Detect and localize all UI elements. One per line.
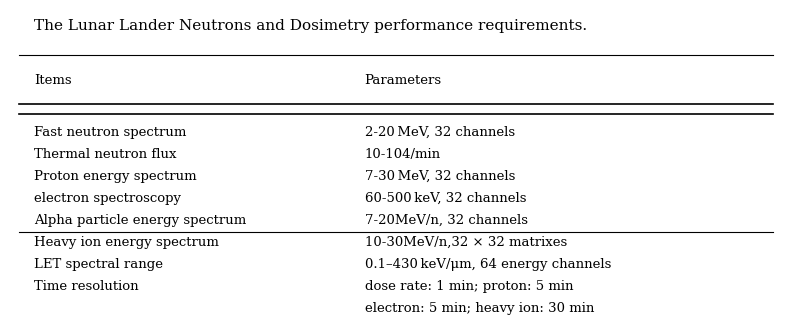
Text: Time resolution: Time resolution [34,280,139,292]
Text: 2-20 MeV, 32 channels: 2-20 MeV, 32 channels [364,126,515,139]
Text: electron spectroscopy: electron spectroscopy [34,192,181,205]
Text: Alpha particle energy spectrum: Alpha particle energy spectrum [34,214,246,227]
Text: 10-30MeV/n,32 × 32 matrixes: 10-30MeV/n,32 × 32 matrixes [364,236,567,249]
Text: 10-104/min: 10-104/min [364,148,440,161]
Text: dose rate: 1 min; proton: 5 min: dose rate: 1 min; proton: 5 min [364,280,573,292]
Text: Parameters: Parameters [364,74,442,87]
Text: Heavy ion energy spectrum: Heavy ion energy spectrum [34,236,219,249]
Text: electron: 5 min; heavy ion: 30 min: electron: 5 min; heavy ion: 30 min [364,301,594,315]
Text: Items: Items [34,74,72,87]
Text: 7-30 MeV, 32 channels: 7-30 MeV, 32 channels [364,170,515,183]
Text: The Lunar Lander Neutrons and Dosimetry performance requirements.: The Lunar Lander Neutrons and Dosimetry … [34,19,588,33]
Text: 60-500 keV, 32 channels: 60-500 keV, 32 channels [364,192,526,205]
Text: Thermal neutron flux: Thermal neutron flux [34,148,177,161]
Text: Fast neutron spectrum: Fast neutron spectrum [34,126,187,139]
Text: 7-20MeV/n, 32 channels: 7-20MeV/n, 32 channels [364,214,527,227]
Text: Proton energy spectrum: Proton energy spectrum [34,170,197,183]
Text: 0.1–430 keV/μm, 64 energy channels: 0.1–430 keV/μm, 64 energy channels [364,258,611,271]
Text: LET spectral range: LET spectral range [34,258,163,271]
